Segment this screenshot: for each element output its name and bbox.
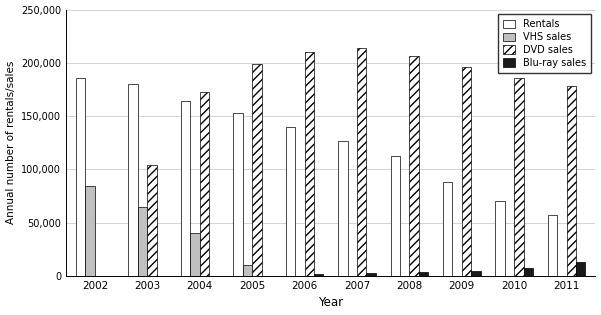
Bar (471, 271, 481, 276)
Y-axis label: Annual number of rentals/sales: Annual number of rentals/sales (5, 61, 16, 225)
Bar (191, 233, 200, 276)
Bar (523, 267, 533, 276)
Bar (462, 67, 471, 276)
Bar (138, 207, 147, 276)
Bar (285, 127, 295, 276)
Bar (305, 52, 314, 276)
Bar (367, 273, 376, 276)
Bar (181, 101, 191, 276)
Bar (129, 84, 138, 276)
Bar (76, 78, 85, 276)
Bar (419, 272, 429, 276)
Bar (576, 262, 585, 276)
Bar (85, 186, 95, 276)
Bar (567, 86, 576, 276)
Bar (147, 165, 157, 276)
Bar (338, 141, 347, 276)
Bar (357, 48, 367, 276)
Bar (252, 64, 261, 276)
Bar (548, 215, 557, 276)
Bar (233, 113, 243, 276)
Bar (314, 274, 323, 276)
Legend: Rentals, VHS sales, DVD sales, Blu-ray sales: Rentals, VHS sales, DVD sales, Blu-ray s… (498, 14, 591, 73)
Bar (495, 201, 505, 276)
Bar (243, 265, 252, 276)
X-axis label: Year: Year (318, 296, 343, 309)
Bar (443, 182, 453, 276)
Bar (514, 78, 523, 276)
Bar (391, 156, 400, 276)
Bar (409, 56, 419, 276)
Bar (200, 92, 209, 276)
